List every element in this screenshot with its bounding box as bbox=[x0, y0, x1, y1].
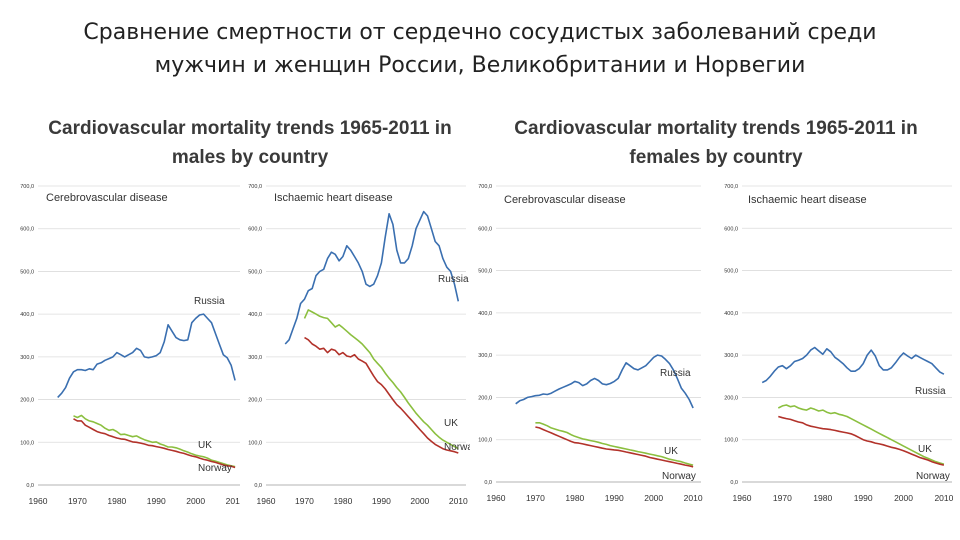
series-label-uk: UK bbox=[444, 418, 458, 429]
y-tick-label: 400,0 bbox=[248, 312, 262, 318]
x-tick-label: 1980 bbox=[107, 496, 126, 506]
y-tick-label: 700,0 bbox=[20, 184, 34, 190]
series-line-uk bbox=[535, 422, 694, 466]
y-tick-label: 200,0 bbox=[478, 395, 492, 401]
y-tick-label: 0,0 bbox=[26, 483, 34, 489]
series-line-russia bbox=[57, 313, 236, 398]
y-tick-label: 600,0 bbox=[20, 227, 34, 233]
series-line-uk bbox=[303, 309, 459, 450]
x-tick-label: 1990 bbox=[854, 493, 873, 503]
chart-title: Ischaemic heart disease bbox=[274, 192, 393, 204]
series-line-norway bbox=[304, 336, 459, 454]
x-tick-label: 2010 bbox=[684, 493, 703, 503]
y-tick-label: 300,0 bbox=[478, 353, 492, 359]
x-tick-label: 1970 bbox=[773, 493, 792, 503]
y-tick-label: 100,0 bbox=[724, 438, 738, 444]
series-label-uk: UK bbox=[198, 440, 212, 451]
y-tick-label: 300,0 bbox=[20, 355, 34, 361]
series-label-russia: Russia bbox=[194, 296, 225, 307]
x-tick-label: 2000 bbox=[894, 493, 913, 503]
y-tick-label: 100,0 bbox=[20, 440, 34, 446]
series-line-russia bbox=[284, 210, 460, 345]
series-line-russia bbox=[761, 346, 945, 384]
y-tick-label: 0,0 bbox=[484, 480, 492, 486]
x-tick-label: 1970 bbox=[68, 496, 87, 506]
y-tick-label: 400,0 bbox=[478, 311, 492, 317]
x-tick-label: 2010 bbox=[226, 496, 240, 506]
series-label-russia: Russia bbox=[660, 368, 691, 379]
series-label-norway: Norway bbox=[916, 471, 950, 482]
series-line-norway bbox=[73, 418, 236, 469]
x-tick-label: 2000 bbox=[644, 493, 663, 503]
y-tick-label: 100,0 bbox=[248, 440, 262, 446]
series-label-russia: Russia bbox=[438, 274, 469, 285]
slide-title: Сравнение смертности от сердечно сосудис… bbox=[83, 20, 877, 78]
y-tick-label: 300,0 bbox=[248, 355, 262, 361]
y-tick-label: 700,0 bbox=[248, 184, 262, 190]
series-label-norway: Norway bbox=[198, 463, 232, 474]
y-tick-label: 600,0 bbox=[478, 226, 492, 232]
y-tick-label: 700,0 bbox=[724, 184, 738, 190]
series-line-norway bbox=[535, 426, 694, 468]
y-tick-label: 400,0 bbox=[724, 311, 738, 317]
x-tick-label: 1990 bbox=[372, 496, 391, 506]
chart-title: Cerebrovascular disease bbox=[46, 192, 168, 204]
series-label-norway: Norway bbox=[444, 442, 470, 453]
x-tick-label: 1960 bbox=[733, 493, 752, 503]
y-tick-label: 300,0 bbox=[724, 353, 738, 359]
y-tick-label: 400,0 bbox=[20, 312, 34, 318]
females-ischaemic-chart: 0,0 100,0 200,0 300,0 400,0 500,0 600,0 700,0 19… bbox=[724, 184, 953, 503]
y-tick-label: 500,0 bbox=[478, 269, 492, 275]
series-line-uk bbox=[73, 414, 236, 468]
y-tick-label: 200,0 bbox=[20, 398, 34, 404]
series-label-uk: UK bbox=[664, 446, 678, 457]
series-line-russia bbox=[515, 354, 694, 409]
males-panel-title: Cardiovascular mortality trends 1965-201… bbox=[48, 118, 452, 168]
series-line-norway bbox=[778, 415, 945, 466]
x-tick-label: 1980 bbox=[813, 493, 832, 503]
females-cerebrovascular-chart: 0,0 100,0 200,0 300,0 400,0 500,0 600,0 700,0 19… bbox=[478, 184, 703, 503]
x-tick-label: 1960 bbox=[29, 496, 48, 506]
series-label-uk: UK bbox=[918, 444, 932, 455]
y-tick-label: 200,0 bbox=[724, 395, 738, 401]
x-tick-label: 2000 bbox=[186, 496, 205, 506]
x-tick-label: 1980 bbox=[333, 496, 352, 506]
y-tick-label: 0,0 bbox=[730, 480, 738, 486]
x-tick-label: 1960 bbox=[487, 493, 506, 503]
y-tick-label: 500,0 bbox=[248, 269, 262, 275]
x-tick-label: 1980 bbox=[565, 493, 584, 503]
y-tick-label: 600,0 bbox=[248, 227, 262, 233]
y-tick-label: 500,0 bbox=[724, 269, 738, 275]
chart-title: Cerebrovascular disease bbox=[504, 194, 626, 206]
series-label-norway: Norway bbox=[662, 471, 696, 482]
y-tick-label: 600,0 bbox=[724, 226, 738, 232]
x-tick-label: 1960 bbox=[257, 496, 276, 506]
males-cerebrovascular-chart: 0,0 100,0 200,0 300,0 400,0 500,0 600,0 700,0 19… bbox=[20, 184, 240, 506]
chart-title: Ischaemic heart disease bbox=[748, 194, 867, 206]
y-tick-label: 0,0 bbox=[254, 483, 262, 489]
y-tick-label: 200,0 bbox=[248, 398, 262, 404]
x-tick-label: 2000 bbox=[410, 496, 429, 506]
y-tick-label: 700,0 bbox=[478, 184, 492, 190]
females-panel-title: Cardiovascular mortality trends 1965-201… bbox=[514, 118, 918, 168]
x-tick-label: 1970 bbox=[295, 496, 314, 506]
y-tick-label: 100,0 bbox=[478, 438, 492, 444]
x-tick-label: 1970 bbox=[526, 493, 545, 503]
x-tick-label: 1990 bbox=[605, 493, 624, 503]
x-tick-label: 1990 bbox=[147, 496, 166, 506]
series-label-russia: Russia bbox=[915, 386, 946, 397]
x-tick-label: 2010 bbox=[449, 496, 468, 506]
series-line-uk bbox=[777, 404, 945, 465]
y-tick-label: 500,0 bbox=[20, 269, 34, 275]
x-tick-label: 2010 bbox=[934, 493, 953, 503]
males-ischaemic-chart: 0,0 100,0 200,0 300,0 400,0 500,0 600,0 700,0 19… bbox=[248, 184, 470, 506]
